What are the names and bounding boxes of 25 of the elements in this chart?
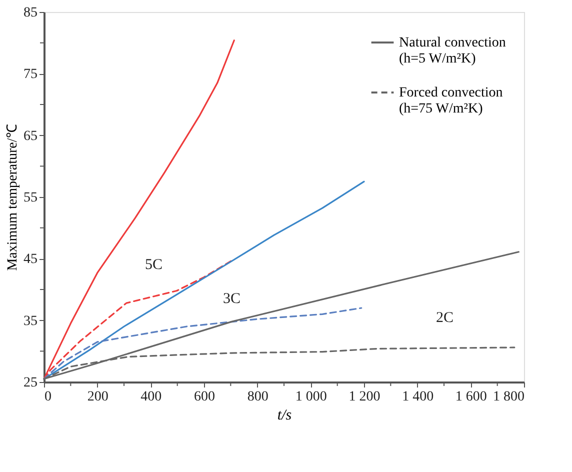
annotation: 5C <box>145 257 163 273</box>
annotation: 2C <box>436 310 454 326</box>
annotation: 3C <box>223 291 241 307</box>
x-tick-label: 1 600 <box>455 390 487 404</box>
y-tick-label: 35 <box>24 314 38 329</box>
x-tick-label: 600 <box>194 390 215 404</box>
y-tick-label: 55 <box>24 190 38 206</box>
y-tick-label: 45 <box>24 252 38 268</box>
x-axis-title: t/s <box>277 408 292 424</box>
y-tick-label: 75 <box>24 67 38 82</box>
x-tick-label: 1 200 <box>348 390 380 404</box>
y-tick-label: 85 <box>24 6 38 20</box>
x-tick-label: 1 400 <box>402 390 434 404</box>
x-tick-label: 1 800 <box>493 390 524 404</box>
x-tick-label: 1 000 <box>295 390 327 404</box>
line-series <box>43 307 362 380</box>
legend-label: Forced convection (h=75 W/m²K) <box>399 86 503 116</box>
y-tick-label: 25 <box>24 376 38 390</box>
x-tick-label: 400 <box>140 390 162 404</box>
x-tick-label: 200 <box>87 390 108 404</box>
x-tick-label: 800 <box>247 390 268 404</box>
y-axis-title: Maximum temperature/℃ <box>6 124 20 271</box>
legend-label: Natural convection (h=5 W/m²K) <box>399 36 506 66</box>
y-tick-label: 65 <box>24 128 38 144</box>
x-tick-label: 0 <box>44 390 52 404</box>
